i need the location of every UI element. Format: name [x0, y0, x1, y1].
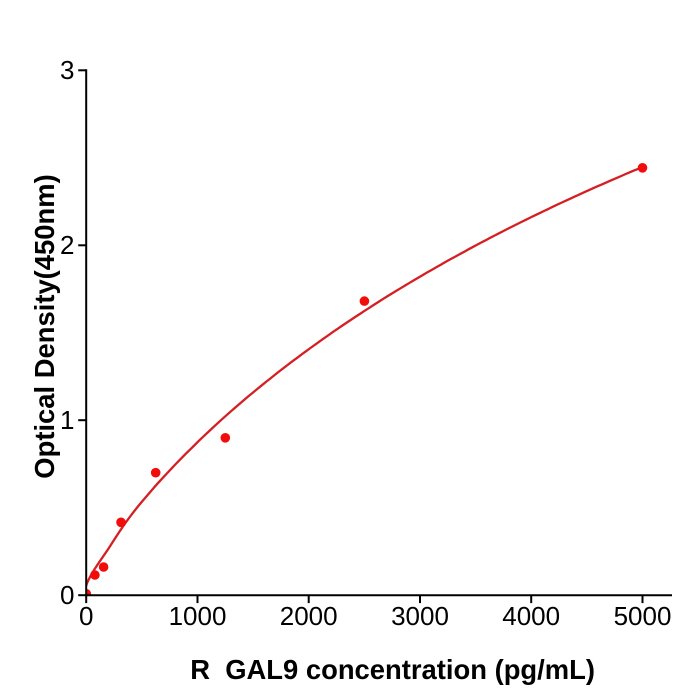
- svg-text:5000: 5000: [614, 601, 672, 631]
- svg-text:Optical Density(450nm): Optical Density(450nm): [29, 174, 60, 478]
- svg-text:4000: 4000: [502, 601, 560, 631]
- svg-text:R GAL9 concentration (pg/mL): R GAL9 concentration (pg/mL): [190, 654, 595, 685]
- svg-text:3000: 3000: [391, 601, 449, 631]
- svg-text:2: 2: [60, 230, 74, 260]
- svg-text:1000: 1000: [169, 601, 227, 631]
- svg-text:1: 1: [60, 405, 74, 435]
- svg-text:3: 3: [60, 55, 74, 85]
- svg-text:2000: 2000: [280, 601, 338, 631]
- svg-text:0: 0: [79, 601, 93, 631]
- svg-text:0: 0: [60, 580, 74, 610]
